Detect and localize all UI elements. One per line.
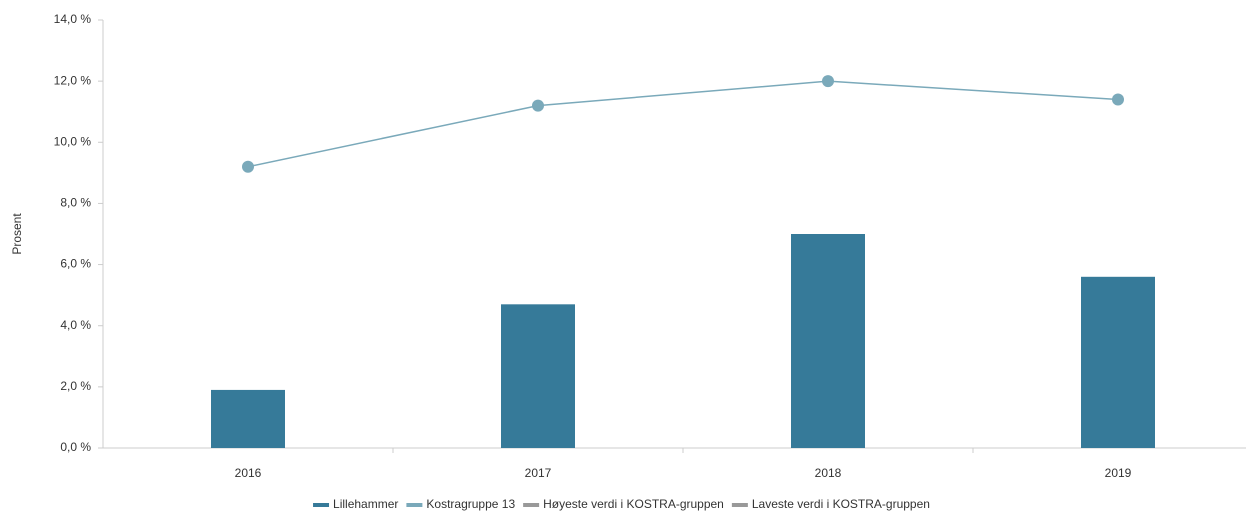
x-tick-label: 2017	[525, 466, 552, 480]
point	[242, 160, 254, 173]
legend-label: Lillehammer	[333, 497, 398, 511]
legend-label: Høyeste verdi i KOSTRA-gruppen	[543, 497, 724, 511]
bar	[1081, 276, 1155, 448]
bar	[211, 389, 285, 448]
y-tick-label: 8,0 %	[60, 196, 91, 210]
point	[822, 75, 834, 88]
point	[1112, 93, 1124, 106]
legend-label: Laveste verdi i KOSTRA-gruppen	[752, 497, 930, 511]
y-tick-label: 6,0 %	[60, 257, 91, 271]
y-tick-label: 0,0 %	[60, 440, 91, 454]
legend-label: Kostragruppe 13	[426, 497, 515, 511]
y-axis-label: Prosent	[10, 213, 24, 255]
y-tick-label: 14,0 %	[54, 12, 92, 26]
y-tick-label: 4,0 %	[60, 318, 91, 332]
line	[247, 80, 1119, 168]
bar	[791, 234, 865, 448]
x-tick-label: 2016	[235, 466, 262, 480]
x-tick-label: 2018	[815, 466, 842, 480]
y-tick-label: 12,0 %	[54, 73, 92, 87]
y-tick-label: 2,0 %	[60, 379, 91, 393]
bar	[501, 304, 575, 448]
y-tick-label: 10,0 %	[54, 134, 92, 148]
x-tick-label: 2019	[1105, 466, 1132, 480]
point	[532, 99, 544, 112]
